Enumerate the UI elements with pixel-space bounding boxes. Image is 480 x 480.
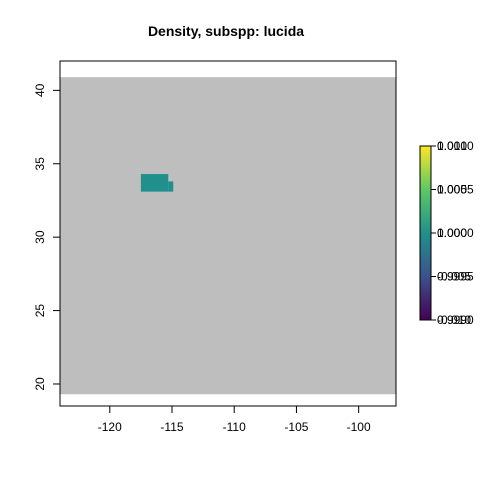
colorbar-tick-label: 1.0005 xyxy=(437,183,474,197)
y-tick-label: 25 xyxy=(33,304,47,318)
plot-area xyxy=(60,77,396,395)
y-tick-label: 40 xyxy=(33,83,47,97)
y-tick-label: 30 xyxy=(33,230,47,244)
colorbar xyxy=(419,145,432,321)
colorbar-legend: 0.9990 0.9995 1.0000 1.0005 1.0010 -0.010 -0.0… xyxy=(419,139,474,327)
colorbar-tick-label: 0.9995 xyxy=(437,270,474,284)
y-tick-label: 20 xyxy=(33,377,47,391)
colorbar-overlay-label: -0.010 xyxy=(437,313,471,327)
chart-title: Density, subspp: lucida xyxy=(148,23,304,39)
colorbar-overlay-label: 0.005 xyxy=(437,183,467,197)
colorbar-overlay-label: 0.010 xyxy=(437,139,467,153)
y-tick-label: 35 xyxy=(33,157,47,171)
x-tick-label: -120 xyxy=(98,420,122,434)
density-cell-1 xyxy=(168,181,174,192)
colorbar-tick-label: 1.0000 xyxy=(437,226,474,240)
density-cell-0 xyxy=(140,174,169,192)
x-tick-label: -110 xyxy=(223,420,246,434)
x-tick-label: -105 xyxy=(284,420,308,434)
colorbar-overlay-label: 0.000 xyxy=(437,226,467,240)
colorbar-overlay-label: -0.005 xyxy=(437,270,471,284)
colorbar-tick-label: 1.0010 xyxy=(437,139,474,153)
x-tick-label: -115 xyxy=(160,420,183,434)
colorbar-tick-label: 0.9990 xyxy=(437,313,474,327)
x-tick-label: -100 xyxy=(347,420,371,434)
axes: -120 -115 -110 -105 -100 20 25 30 35 40 xyxy=(33,60,397,434)
no-data-region xyxy=(60,77,396,395)
